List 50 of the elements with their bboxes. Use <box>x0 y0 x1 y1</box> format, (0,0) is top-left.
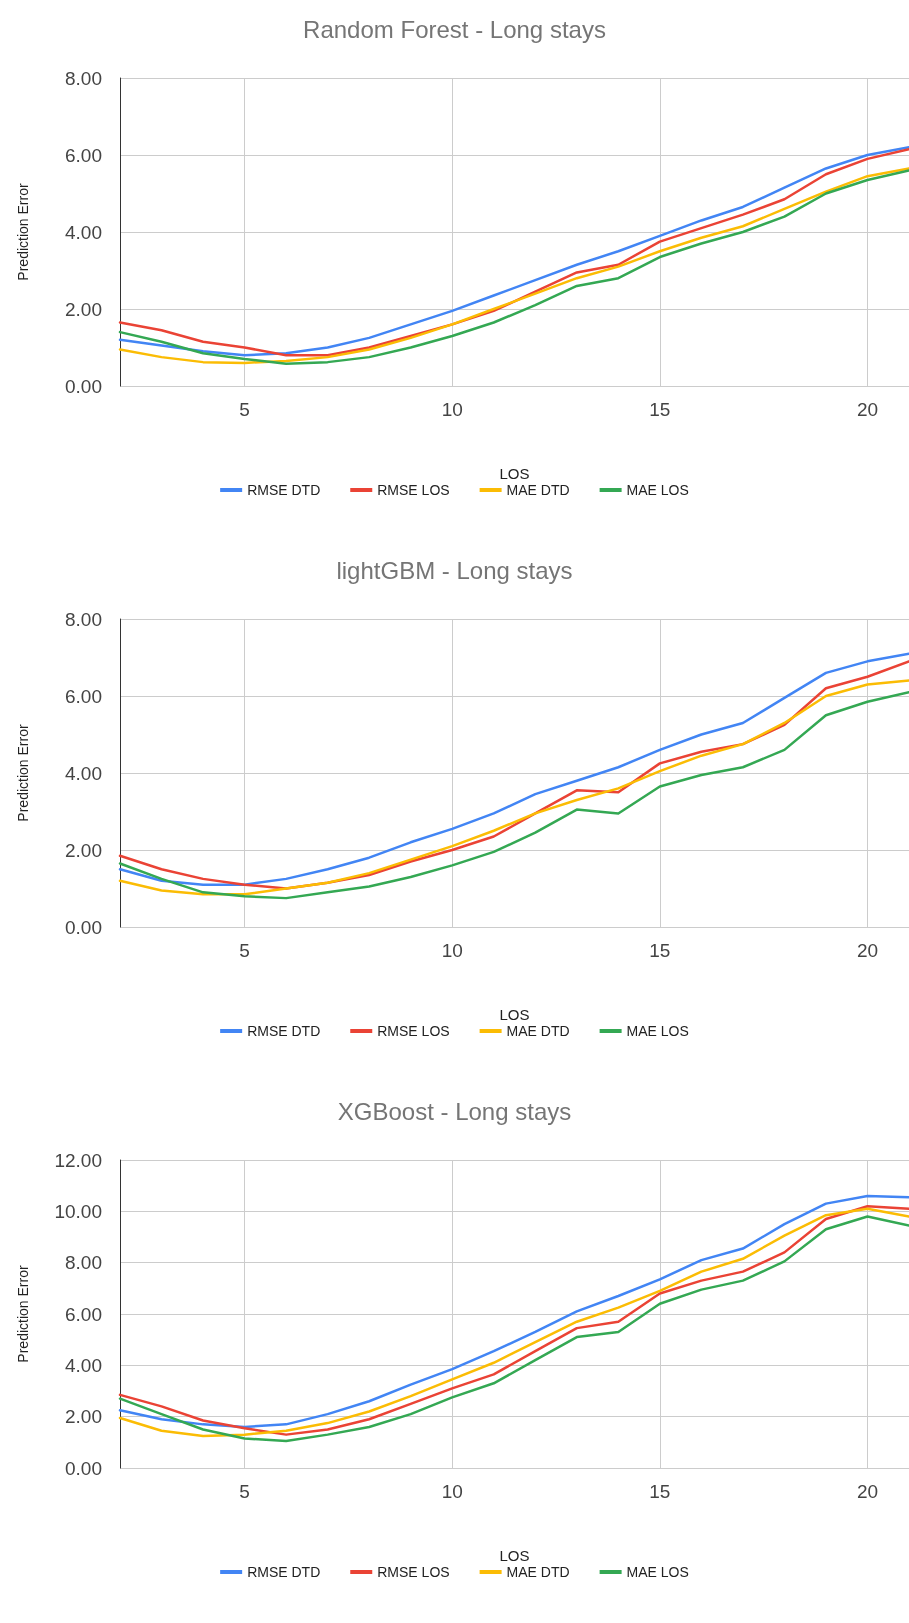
legend-label: RMSE LOS <box>377 1023 450 1039</box>
x-tick-label: 5 <box>239 940 250 961</box>
y-axis-title: Prediction Error <box>15 183 31 281</box>
y-tick-label: 0.00 <box>65 916 102 938</box>
legend-label: MAE LOS <box>626 1023 689 1039</box>
y-tick-label: 12.00 <box>54 1149 102 1171</box>
y-tick-label: 8.00 <box>65 1252 102 1274</box>
x-tick-label: 5 <box>239 399 250 420</box>
y-axis-title: Prediction Error <box>15 1265 31 1363</box>
legend-label: MAE DTD <box>506 482 570 498</box>
x-axis-title: LOS <box>499 1547 530 1564</box>
legend-label: MAE DTD <box>506 1023 570 1039</box>
x-tick-label: 10 <box>441 1481 463 1502</box>
y-tick-label: 6.00 <box>65 1303 102 1325</box>
y-tick-label: 4.00 <box>65 1354 102 1376</box>
y-tick-label: 0.00 <box>65 375 102 397</box>
x-tick-label: 15 <box>649 1481 671 1502</box>
legend-label: RMSE DTD <box>247 1023 321 1039</box>
x-tick-label: 20 <box>856 1481 879 1502</box>
x-tick-label: 20 <box>856 940 879 961</box>
legend-label: RMSE LOS <box>377 1564 450 1580</box>
y-axis-title: Prediction Error <box>15 724 31 822</box>
x-tick-label: 5 <box>239 1481 250 1502</box>
y-tick-label: 2.00 <box>65 1406 102 1428</box>
y-tick-label: 4.00 <box>65 221 102 243</box>
legend-label: MAE LOS <box>626 482 689 498</box>
legend-label: RMSE DTD <box>247 1564 321 1580</box>
y-tick-label: 2.00 <box>65 298 102 320</box>
y-tick-label: 4.00 <box>65 762 102 784</box>
y-tick-label: 8.00 <box>65 608 102 630</box>
y-tick-label: 0.00 <box>65 1457 102 1479</box>
chart-title: Random Forest - Long stays <box>303 15 606 43</box>
x-tick-label: 10 <box>441 399 463 420</box>
legend-label: RMSE LOS <box>377 482 450 498</box>
y-tick-label: 6.00 <box>65 685 102 707</box>
legend-label: MAE DTD <box>506 1564 570 1580</box>
x-tick-label: 15 <box>649 399 671 420</box>
x-tick-label: 15 <box>649 940 671 961</box>
x-tick-label: 10 <box>441 940 463 961</box>
x-tick-label: 20 <box>856 399 879 420</box>
x-axis-title: LOS <box>499 1006 530 1023</box>
legend-label: RMSE DTD <box>247 482 321 498</box>
legend-label: MAE LOS <box>626 1564 689 1580</box>
y-tick-label: 2.00 <box>65 839 102 861</box>
y-tick-label: 10.00 <box>54 1200 102 1222</box>
chart-title: lightGBM - Long stays <box>336 556 573 584</box>
y-tick-label: 6.00 <box>65 144 102 166</box>
chart-title: XGBoost - Long stays <box>337 1097 572 1125</box>
x-axis-title: LOS <box>499 465 530 482</box>
y-tick-label: 8.00 <box>65 67 102 89</box>
